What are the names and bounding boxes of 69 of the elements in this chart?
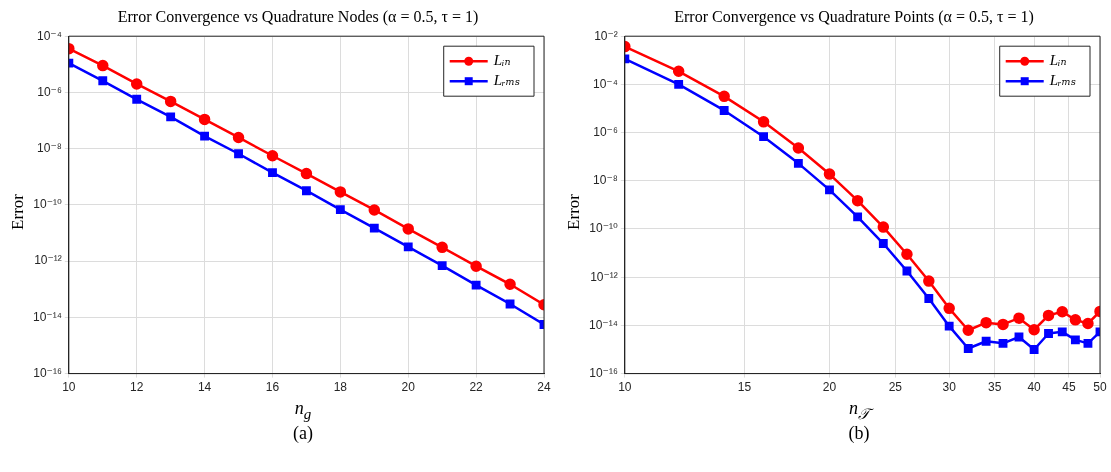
point	[232, 131, 245, 144]
point	[300, 167, 313, 180]
point	[234, 149, 243, 159]
point	[268, 168, 277, 178]
point	[436, 241, 448, 254]
y-tick-label: 10⁻¹⁶	[589, 365, 618, 380]
point	[334, 186, 347, 198]
x-tick-label: 20	[822, 380, 837, 395]
point	[402, 223, 414, 235]
x-tick-label: 22	[469, 380, 484, 395]
y-tick-label: 10⁻¹²	[34, 253, 62, 268]
x-tick-label: 45	[1062, 380, 1076, 395]
x-axis-title: n$_{𝒯}$	[848, 398, 875, 423]
point	[166, 112, 176, 122]
x-tick-label: 20	[401, 380, 416, 395]
point	[301, 186, 311, 196]
y-tick-label: 10⁻¹⁴	[32, 309, 62, 324]
y-tick-label: 10⁻⁶	[37, 84, 62, 99]
y-tick-label: 10⁻¹⁶	[33, 365, 62, 380]
point	[132, 94, 142, 104]
point	[164, 95, 177, 108]
x-tick-label: 16	[265, 380, 280, 395]
x-tick-label: 14	[197, 380, 212, 395]
y-tick-label: 10⁻⁴	[36, 28, 62, 43]
point	[335, 205, 345, 215]
point	[368, 204, 381, 216]
text: (b)	[847, 422, 871, 444]
x-tick-label: 30	[942, 380, 957, 395]
point	[200, 131, 210, 141]
point	[266, 150, 279, 162]
y-tick-label: 10⁻⁸	[37, 140, 62, 155]
point	[369, 223, 379, 233]
legend-label: Lᵢₙ	[1048, 52, 1067, 69]
y-tick-label: 10⁻⁴	[592, 76, 618, 91]
point	[198, 113, 211, 126]
point	[130, 78, 143, 90]
y-tick-label: 10⁻¹²	[590, 269, 618, 284]
y-tick-label: 10⁻²	[594, 28, 618, 43]
y-axis-title: Error	[564, 194, 584, 230]
legend-label: Lᵢₙ	[492, 52, 511, 69]
point	[437, 261, 447, 271]
y-tick-label: 10⁻⁸	[593, 173, 618, 188]
x-tick-label: 18	[333, 380, 348, 395]
x-tick-label: 40	[1027, 380, 1042, 395]
legend-label: Lᵣₘₛ	[1048, 72, 1077, 89]
x-tick-label: 50	[1093, 380, 1107, 395]
point	[403, 242, 413, 252]
x-tick-label: 12	[130, 380, 144, 395]
x-tick-label: 10	[62, 380, 76, 395]
chart-title: Error Convergence vs Quadrature Points (α = 0.5, τ = 1)	[673, 8, 1035, 26]
y-tick-label: 10⁻⁶	[593, 124, 618, 139]
text: (a)	[292, 422, 314, 444]
y-tick-label: 10⁻¹⁴	[588, 317, 618, 332]
x-tick-label: 35	[988, 380, 1002, 395]
point	[504, 278, 516, 291]
x-tick-label: 25	[888, 380, 903, 395]
legend-label: Lᵣₘₛ	[492, 72, 521, 89]
y-axis-title: Error	[8, 194, 28, 230]
point	[470, 260, 482, 272]
point	[97, 59, 109, 72]
x-tick-label: 24	[537, 380, 551, 395]
x-tick-label: 15	[737, 380, 752, 395]
x-axis-title: n$_{g}$	[293, 398, 313, 423]
point	[471, 280, 481, 290]
y-tick-label: 10⁻¹⁰	[33, 197, 63, 212]
chart-title: Error Convergence vs Quadrature Nodes (α = 0.5, τ = 1)	[116, 8, 480, 26]
point	[98, 76, 108, 86]
y-tick-label: 10⁻¹⁰	[589, 221, 619, 236]
x-tick-label: 10	[618, 380, 632, 395]
